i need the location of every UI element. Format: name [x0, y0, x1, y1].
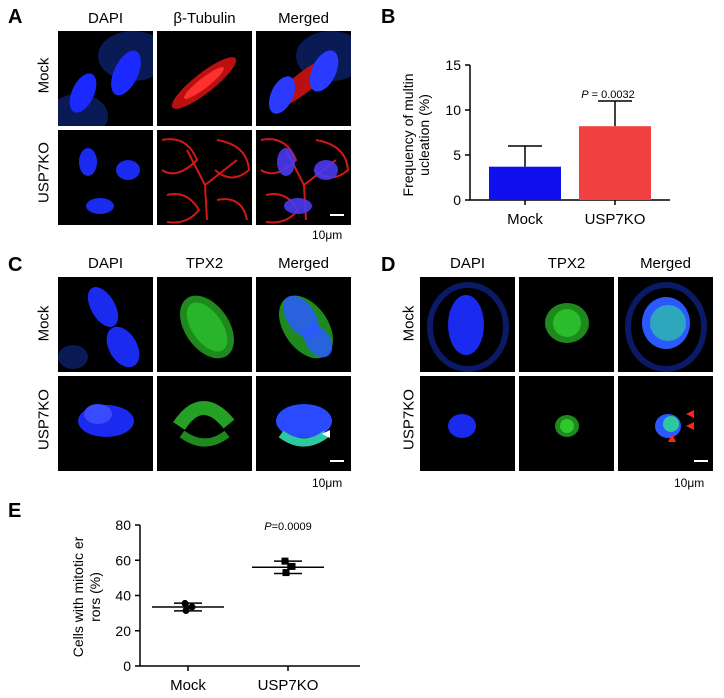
- panel-e-pvalue: P=0.0009: [264, 521, 311, 533]
- panel-d-col-merged: Merged: [640, 255, 691, 272]
- panel-a-row-usp7ko: USP7KO: [35, 142, 53, 203]
- panel-a-mock-merged-image: [256, 31, 351, 126]
- panel-b-marks: [489, 100, 651, 200]
- panel-a-mock-tubulin-image: [157, 31, 252, 126]
- panel-b-letter: B: [381, 6, 396, 28]
- panel-c-mock-merged-image: [256, 277, 351, 372]
- panel-d-ko-tpx2-image: [519, 376, 614, 471]
- panel-c-scale-text: 10μm: [312, 476, 343, 490]
- panel-a-ko-dapi-image: [58, 130, 153, 225]
- panel-e-ylabel-line2: rors (%): [87, 572, 103, 622]
- panel-c-ko-merged-image: [256, 376, 351, 471]
- panel-d-scale-bar: [694, 460, 708, 462]
- panel-b-ylabel-line1: Frequency of multin: [400, 74, 416, 197]
- panel-b-ytick-label-3: 15: [445, 57, 461, 73]
- panel-e-xtick-label-1: USP7KO: [258, 677, 319, 694]
- panel-a-ko-merged-image: [256, 130, 351, 225]
- panel-b-xtick-label-1: USP7KO: [585, 211, 646, 228]
- panel-d-arrowhead-3: [668, 434, 676, 442]
- panel-e-point-0-2: [182, 606, 190, 614]
- panel-e-xtick-label-0: Mock: [170, 677, 206, 694]
- panel-e-marks: [152, 557, 324, 614]
- panel-d-mock-tpx2-image: [519, 277, 614, 372]
- panel-d-ko-dapi-image: [420, 376, 515, 471]
- panel-b-chart: 0 5 10 15 Mock USP7KO Frequency of multin ucl…: [400, 57, 670, 228]
- panel-e-ytick-label-1: 20: [115, 623, 131, 639]
- panel-d-ko-merged-image: [618, 376, 713, 471]
- panel-c-scale-bar: [330, 460, 344, 462]
- panel-b-ytick-label-2: 10: [445, 102, 461, 118]
- panel-e-axes: 0 20 40 60 80 Mock USP7KO: [115, 517, 360, 694]
- panel-d-col-tpx2: TPX2: [547, 255, 586, 272]
- panel-c-col-merged: Merged: [278, 255, 329, 272]
- panel-a-col-tubulin: β-Tubulin: [173, 10, 236, 27]
- panel-a-scale-bar: [330, 214, 344, 216]
- panel-a-mock-dapi-image: [58, 31, 153, 126]
- panel-b-xtick-label-0: Mock: [507, 211, 543, 228]
- panel-c-arrowhead: [322, 430, 330, 438]
- panel-e-point-1-0: [281, 557, 289, 565]
- panel-c-row-mock: Mock: [35, 305, 53, 342]
- panel-e-chart: 0 20 40 60 80 Mock USP7KO Cells with mitotic e…: [70, 517, 360, 694]
- panel-c-col-tpx2: TPX2: [185, 255, 224, 272]
- panel-b-ytick-label-0: 0: [453, 192, 461, 208]
- panel-e-letter: E: [8, 500, 22, 522]
- panel-b-ytick-label-1: 5: [453, 147, 461, 163]
- panel-d-scale-text: 10μm: [674, 476, 705, 490]
- panel-c-col-dapi: DAPI: [87, 255, 123, 272]
- panel-e-ylabel-line1: Cells with mitotic er: [70, 536, 86, 657]
- panel-c-letter: C: [8, 254, 23, 276]
- panel-e-point-0-1: [188, 603, 196, 611]
- panel-a-col-merged: Merged: [278, 10, 329, 27]
- panel-d-mock-merged-image: [618, 277, 713, 372]
- panel-c-mock-dapi-image: [58, 277, 153, 372]
- panel-d-arrowhead-1: [686, 410, 694, 418]
- panel-e-ytick-label-3: 60: [115, 552, 131, 568]
- panel-c-ko-tpx2-image: [157, 376, 252, 471]
- panel-c-mock-tpx2-image: [157, 277, 252, 372]
- panel-b-bar-1: [579, 126, 651, 200]
- panel-d-row-usp7ko: USP7KO: [400, 389, 418, 450]
- panel-e-ytick-label-0: 0: [123, 658, 131, 674]
- panel-d-arrowhead-2: [686, 422, 694, 430]
- panel-a-ko-tubulin-image: [157, 130, 252, 225]
- panel-d-letter: D: [381, 254, 396, 276]
- panel-b-pvalue: P = 0.0032: [581, 89, 635, 101]
- panel-e-point-0-0: [181, 599, 189, 607]
- panel-a-scale-text: 10μm: [312, 228, 343, 242]
- panel-c-row-usp7ko: USP7KO: [35, 389, 53, 450]
- panel-d-mock-dapi-image: [420, 277, 515, 372]
- panel-d-col-dapi: DAPI: [449, 255, 485, 272]
- panel-a-letter: A: [8, 6, 23, 28]
- panel-e-point-1-1: [288, 562, 296, 570]
- panel-d-row-mock: Mock: [400, 305, 418, 342]
- panel-a-row-mock: Mock: [35, 57, 53, 94]
- panel-b-ylabel-line2: ucleation (%): [416, 94, 432, 176]
- panel-a-col-dapi: DAPI: [87, 10, 123, 27]
- panel-e-ytick-label-2: 40: [115, 588, 131, 604]
- panel-b-bar-0: [489, 166, 561, 200]
- panel-e-point-1-2: [282, 569, 290, 577]
- panel-e-ytick-label-4: 80: [115, 517, 131, 533]
- panel-c-ko-dapi-image: [58, 376, 153, 471]
